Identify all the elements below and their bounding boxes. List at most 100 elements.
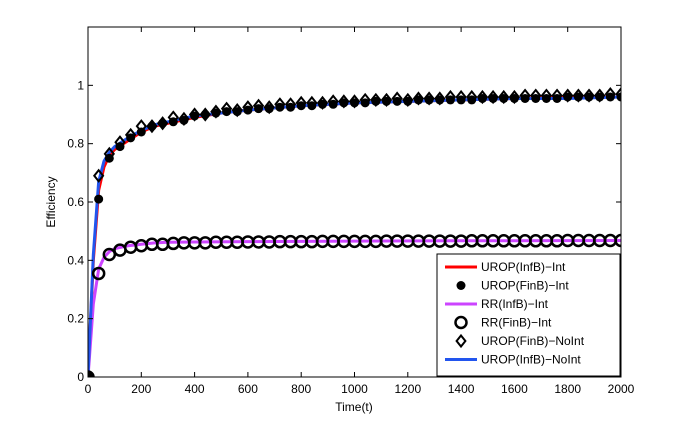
data-point bbox=[530, 88, 542, 103]
data-point bbox=[306, 95, 318, 110]
data-point bbox=[327, 94, 339, 109]
data-point bbox=[359, 92, 371, 108]
data-point bbox=[222, 107, 232, 117]
x-tick-label: 400 bbox=[185, 382, 205, 396]
y-tick-label: 0.2 bbox=[67, 312, 84, 326]
data-point bbox=[445, 95, 455, 105]
data-point bbox=[402, 92, 414, 108]
data-point bbox=[434, 91, 446, 106]
data-point bbox=[92, 168, 105, 183]
data-point bbox=[296, 101, 306, 111]
y-tick-label: 0.6 bbox=[67, 195, 84, 209]
series-layer bbox=[88, 86, 621, 377]
data-point bbox=[476, 89, 489, 105]
y-tick-label: 1 bbox=[77, 78, 84, 92]
data-point bbox=[498, 89, 510, 105]
data-point bbox=[392, 96, 402, 106]
data-point bbox=[531, 93, 541, 103]
data-point bbox=[519, 88, 531, 103]
data-point bbox=[286, 102, 296, 112]
ticks-layer: 0 200 400 600 800 1000 1200 1400 1600 1800 2000 0 0.… bbox=[67, 27, 635, 396]
data-point bbox=[254, 104, 264, 114]
data-point bbox=[231, 103, 243, 118]
y-tick-label: 0.4 bbox=[67, 253, 84, 267]
data-point bbox=[338, 94, 350, 109]
data-point bbox=[423, 91, 435, 106]
data-point bbox=[455, 89, 467, 105]
data-point bbox=[487, 89, 499, 105]
legend-swatch bbox=[454, 315, 468, 330]
data-point bbox=[541, 93, 551, 103]
data-point bbox=[167, 110, 179, 125]
data-point bbox=[103, 146, 116, 161]
legend-swatch bbox=[456, 281, 466, 290]
legend-label: RR(FinB)−Int bbox=[481, 316, 552, 330]
x-tick-label: 600 bbox=[238, 382, 258, 396]
data-point bbox=[380, 92, 393, 108]
legend-label: UROP(InfB)−Int bbox=[481, 260, 566, 274]
data-point bbox=[242, 100, 254, 115]
data-point bbox=[307, 101, 317, 111]
data-point bbox=[444, 89, 457, 105]
legend-label: UROP(FinB)−Int bbox=[481, 279, 569, 293]
x-tick-label: 1800 bbox=[554, 382, 581, 396]
series-3 bbox=[88, 233, 621, 377]
data-point bbox=[156, 116, 169, 131]
y-tick-label: 0.8 bbox=[67, 137, 84, 151]
data-point bbox=[316, 95, 329, 110]
data-point bbox=[391, 91, 403, 106]
legend-box bbox=[436, 253, 621, 377]
data-point bbox=[605, 92, 615, 102]
x-tick-label: 200 bbox=[131, 382, 151, 396]
data-point bbox=[370, 92, 382, 108]
data-point bbox=[508, 89, 521, 105]
x-tick-label: 1400 bbox=[448, 382, 475, 396]
data-point bbox=[94, 194, 104, 204]
data-point bbox=[540, 88, 553, 103]
data-point bbox=[295, 95, 307, 110]
data-point bbox=[274, 97, 286, 112]
data-point bbox=[199, 107, 211, 122]
legend-label: UROP(InfB)−NoInt bbox=[481, 353, 581, 367]
data-point bbox=[562, 88, 574, 103]
data-point bbox=[360, 98, 370, 108]
legend-swatch bbox=[455, 333, 467, 349]
data-point bbox=[178, 111, 190, 126]
data-point bbox=[551, 88, 563, 103]
data-point bbox=[188, 107, 201, 122]
x-tick-label: 1200 bbox=[394, 382, 421, 396]
data-point bbox=[572, 88, 585, 103]
y-axis-label: Efficiency bbox=[44, 176, 58, 227]
x-tick-label: 2000 bbox=[608, 382, 635, 396]
data-point bbox=[91, 266, 106, 281]
data-point bbox=[275, 102, 285, 112]
data-point bbox=[614, 233, 621, 248]
data-point bbox=[348, 94, 361, 109]
data-point bbox=[135, 119, 147, 134]
y-tick-label: 0 bbox=[77, 370, 84, 384]
data-point bbox=[263, 100, 275, 115]
x-tick-label: 1000 bbox=[341, 382, 368, 396]
legend-label: RR(InfB)−Int bbox=[481, 297, 549, 311]
data-point bbox=[243, 105, 253, 115]
data-point bbox=[124, 127, 137, 143]
legend: UROP(InfB)−Int UROP(FinB)−Int RR(InfB)−Int… bbox=[436, 253, 621, 377]
data-point bbox=[552, 93, 562, 103]
data-point bbox=[615, 86, 621, 102]
x-tick-label: 1600 bbox=[501, 382, 528, 396]
data-point bbox=[604, 86, 617, 102]
data-point bbox=[102, 247, 117, 262]
data-point bbox=[284, 97, 297, 112]
series-4 bbox=[88, 86, 621, 377]
data-point bbox=[583, 88, 595, 103]
x-tick-label: 0 bbox=[85, 382, 92, 396]
legend-label: UROP(FinB)−NoInt bbox=[481, 334, 585, 348]
data-point bbox=[328, 99, 338, 109]
data-point bbox=[466, 89, 478, 105]
data-point bbox=[88, 369, 94, 377]
data-point bbox=[593, 88, 606, 103]
data-point bbox=[456, 95, 466, 105]
data-point bbox=[220, 101, 233, 116]
